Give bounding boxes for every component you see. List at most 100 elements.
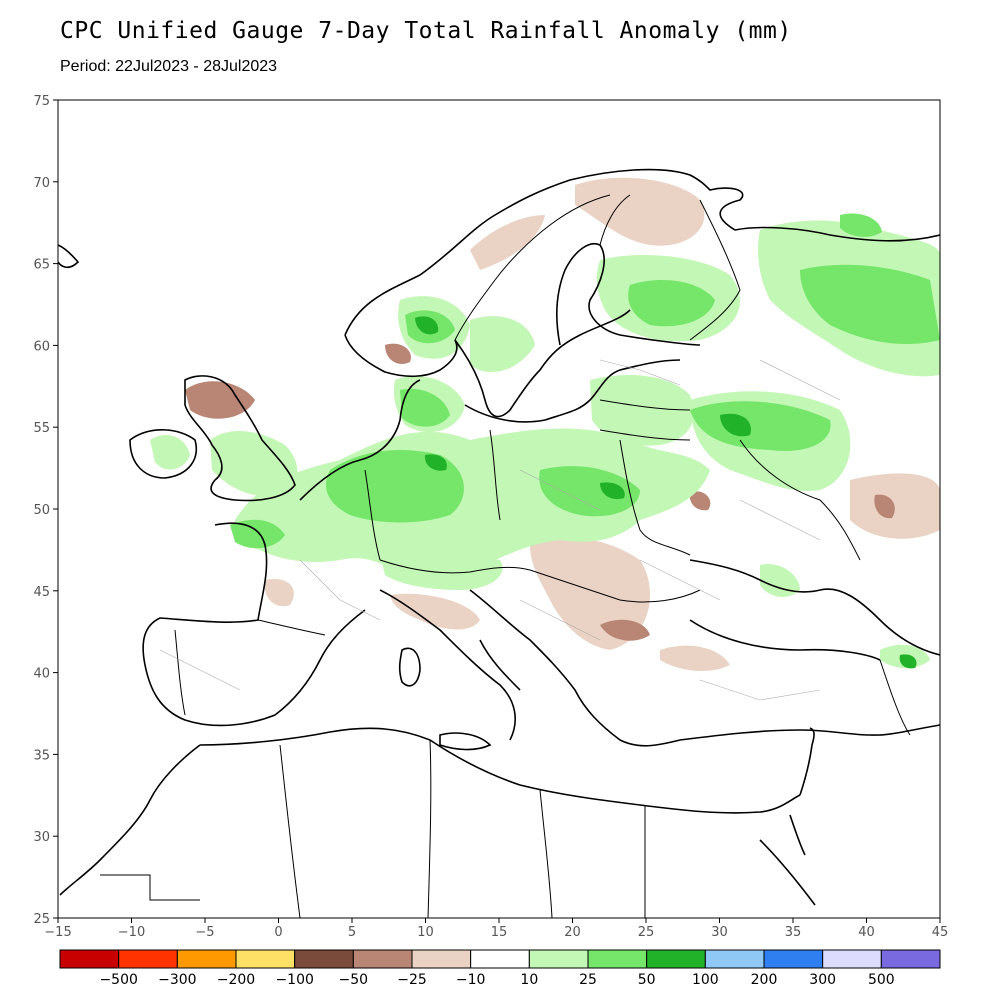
lon-tick-label: −10 [118, 925, 145, 940]
wet-mid-belarus [690, 401, 831, 451]
legend-swatch [646, 949, 706, 969]
border-ukraine-russia [739, 439, 861, 561]
wet-dark-caucasus [899, 654, 917, 669]
lon-tick-label: 35 [785, 925, 802, 940]
legend-swatch [235, 949, 296, 969]
border-sweden-finland [599, 194, 631, 246]
legend-swatch [176, 949, 237, 969]
coastline-ireland [129, 429, 197, 479]
lat-tick-label: 75 [33, 94, 50, 109]
border-maghreb [279, 739, 553, 918]
wet-dark-poland [600, 482, 625, 500]
legend-swatch [822, 949, 882, 969]
legend-label: −300 [158, 972, 196, 988]
lon-tick-label: 40 [858, 925, 875, 940]
coastline-baltic-south [464, 359, 681, 423]
dry-patch-south-norway [385, 343, 411, 365]
lat-tick-label: 70 [33, 176, 50, 191]
lat-tick-label: 35 [33, 748, 50, 763]
border-france-germany [364, 469, 381, 561]
wet-region-ireland [150, 435, 190, 470]
dry-patch-ukraine-core [874, 494, 895, 519]
legend-swatch [352, 949, 413, 969]
wet-dark-belarus [720, 413, 751, 437]
dry-patch-belarus [689, 491, 711, 511]
coastline-scandinavia [344, 168, 940, 336]
border-baltic-states [599, 399, 691, 441]
legend-label: −100 [275, 972, 313, 988]
coastline-iceland-edge [58, 244, 80, 269]
dry-anomaly-layer [185, 177, 940, 672]
legend-swatch [880, 949, 941, 969]
lat-tick-label: 45 [33, 585, 50, 600]
border-spain-portugal [174, 629, 186, 716]
coastline-sardinia [398, 647, 421, 687]
wet-mid-france [230, 519, 285, 549]
wet-dark-norway [415, 316, 439, 335]
lon-tick-label: 0 [274, 925, 282, 940]
wet-region-baltic [590, 375, 694, 446]
border-poland-belarus-ukraine [619, 439, 691, 556]
wet-region-uk [210, 430, 298, 496]
legend-swatch [411, 949, 472, 969]
border-germany-poland [489, 429, 501, 521]
border-western-sahara [100, 874, 200, 901]
lat-tick-label: 40 [33, 667, 50, 682]
coastline-morocco-atlantic [59, 744, 201, 896]
coastline-turkey-south [679, 724, 940, 741]
dry-patch-scotland [185, 381, 255, 419]
country-borders [100, 194, 911, 918]
legend-swatch [587, 949, 648, 969]
wet-mid-finland [628, 280, 715, 327]
longitude-axis: −15 −10 −5 0 5 10 15 20 25 30 35 40 45 [44, 918, 948, 940]
legend-swatch [59, 949, 120, 969]
lon-tick-label: 45 [932, 925, 949, 940]
border-spain-france [257, 619, 326, 636]
border-norway-sweden [454, 194, 611, 341]
lon-tick-label: 5 [348, 925, 356, 940]
coastline-north-sea-continent [299, 379, 421, 501]
legend-label: 500 [868, 972, 895, 988]
coastline-italy [379, 589, 521, 741]
lon-tick-label: 15 [491, 925, 508, 940]
period-label: Period: 22Jul2023 - 28Jul2023 [60, 58, 278, 75]
legend-label: −500 [99, 972, 137, 988]
coastline-sweden-baltic [454, 309, 631, 418]
legend-label: 100 [692, 972, 719, 988]
legend-label: 50 [638, 972, 656, 988]
dry-patch-france [264, 579, 294, 607]
dry-patch-north-scandinavia [575, 177, 705, 246]
legend-swatch [470, 949, 530, 969]
lat-tick-label: 30 [33, 830, 50, 845]
coastline-red-sea [759, 814, 816, 906]
legend-label: 25 [579, 972, 597, 988]
coastline-france-spain [142, 522, 366, 727]
border-finland-russia [689, 199, 741, 341]
border-balkans [529, 569, 701, 603]
legend-label: −50 [339, 972, 369, 988]
coastline-uk [184, 375, 296, 502]
legend-swatch [528, 949, 589, 969]
border-alps [379, 559, 531, 574]
lon-tick-label: −15 [44, 925, 71, 940]
lat-tick-label: 50 [33, 503, 50, 518]
dry-patch-ukraine [850, 473, 940, 539]
legend-label: 200 [751, 972, 778, 988]
lat-tick-label: 60 [33, 339, 50, 354]
coastlines [58, 168, 940, 906]
legend-label: −10 [456, 972, 486, 988]
wet-dark-germany [424, 454, 447, 471]
lat-tick-label: 55 [33, 421, 50, 436]
wet-mid-netherlands-germany [326, 450, 464, 523]
legend-swatch [704, 949, 765, 969]
lat-tick-label: 65 [33, 258, 50, 273]
map-area [58, 168, 940, 918]
coastline-levant [799, 727, 815, 796]
wet-mid-kola [840, 213, 882, 237]
wet-mid-russia [800, 264, 940, 345]
wet-region-alps [380, 549, 503, 590]
legend-swatch [763, 949, 824, 969]
legend-label: −200 [217, 972, 255, 988]
wet-region-sweden [470, 316, 535, 373]
